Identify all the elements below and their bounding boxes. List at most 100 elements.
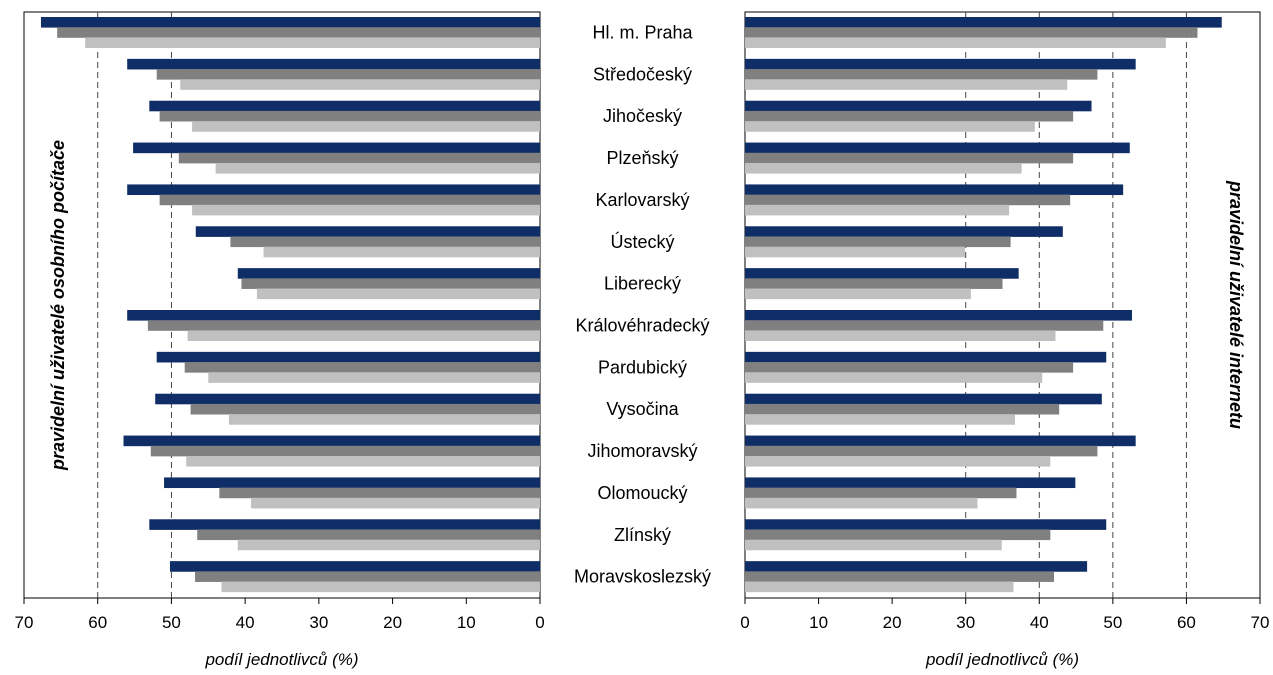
left-plot-frame [23, 11, 541, 599]
right-bar-11-0 [745, 477, 1076, 489]
left-tick-label-50: 50 [162, 613, 181, 632]
left-bar-3-2 [215, 162, 540, 174]
right-tick-label-40: 40 [1030, 613, 1049, 632]
right-bar-4-0 [745, 184, 1124, 196]
category-label-10: Jihomoravský [587, 441, 697, 461]
left-bar-5-1 [230, 236, 540, 248]
right-bar-0-1 [745, 27, 1198, 38]
left-bar-9-1 [190, 403, 540, 415]
left-tick-label-70: 70 [15, 613, 34, 632]
right-bar-7-2 [745, 330, 1056, 341]
category-label-3: Plzeňský [606, 148, 678, 168]
right-bar-4-2 [745, 204, 1010, 216]
category-label-9: Vysočina [606, 399, 679, 419]
left-bar-2-0 [149, 100, 541, 112]
left-bar-9-0 [155, 393, 540, 405]
category-label-7: Královéhradecký [575, 316, 709, 336]
left-tick-label-30: 30 [309, 613, 328, 632]
right-bar-8-0 [745, 351, 1107, 363]
right-bar-10-2 [745, 455, 1051, 467]
right-bar-11-1 [745, 487, 1017, 499]
left-bar-4-2 [192, 204, 540, 216]
right-bar-7-0 [745, 310, 1132, 321]
left-bar-10-2 [186, 455, 540, 467]
left-bar-11-1 [219, 487, 541, 499]
right-bar-1-2 [745, 79, 1068, 90]
left-bar-12-0 [149, 519, 541, 530]
right-bar-6-0 [745, 268, 1019, 279]
left-bar-0-0 [40, 17, 540, 28]
left-bar-6-0 [237, 268, 540, 279]
right-bar-2-1 [745, 110, 1074, 122]
right-bar-7-1 [745, 320, 1104, 331]
left-bar-10-1 [150, 445, 540, 457]
right-bar-1-0 [745, 58, 1136, 70]
left-bar-6-1 [241, 278, 540, 289]
right-bar-11-2 [745, 497, 978, 509]
right-bar-12-1 [745, 529, 1051, 541]
left-bar-9-2 [228, 414, 540, 425]
right-bar-5-2 [745, 246, 965, 258]
left-bar-6-2 [256, 288, 540, 300]
right-bar-8-2 [745, 372, 1043, 383]
right-axis-title: podíl jednotlivců (%) [925, 650, 1079, 669]
left-bar-11-2 [251, 497, 541, 509]
left-tick-label-60: 60 [88, 613, 107, 632]
left-bar-13-2 [221, 581, 540, 593]
left-bar-7-2 [187, 330, 540, 341]
left-bar-10-0 [123, 435, 540, 447]
left-bar-4-0 [127, 184, 540, 196]
left-bar-0-2 [85, 37, 540, 48]
left-tick-label-10: 10 [457, 613, 476, 632]
right-tick-label-30: 30 [956, 613, 975, 632]
right-bar-3-0 [745, 142, 1130, 154]
category-label-8: Pardubický [598, 357, 687, 377]
left-bar-8-0 [156, 351, 540, 363]
left-bar-3-1 [178, 152, 541, 164]
right-bar-8-1 [745, 362, 1074, 373]
left-bar-5-2 [263, 246, 540, 258]
right-bar-13-2 [745, 581, 1014, 593]
left-bar-2-1 [159, 110, 541, 122]
left-bar-12-2 [237, 539, 540, 551]
right-tick-label-70: 70 [1251, 613, 1270, 632]
right-bar-9-2 [745, 414, 1016, 425]
right-plot-frame [744, 11, 1261, 599]
category-label-5: Ústecký [610, 231, 674, 252]
right-tick-label-0: 0 [740, 613, 749, 632]
left-bar-8-1 [184, 362, 540, 373]
left-bar-11-0 [164, 477, 541, 489]
right-side-label: pravidelní uživatelé internetu [1226, 180, 1246, 429]
left-bar-8-2 [208, 372, 541, 383]
left-bar-4-1 [159, 194, 541, 206]
right-bar-6-1 [745, 278, 1003, 289]
right-bar-10-1 [745, 445, 1098, 457]
right-bar-9-1 [745, 403, 1060, 415]
category-label-11: Olomoucký [597, 483, 687, 503]
right-bar-4-1 [745, 194, 1071, 206]
right-tick-label-50: 50 [1103, 613, 1122, 632]
right-bar-12-0 [745, 519, 1107, 530]
left-bar-1-2 [180, 79, 540, 90]
left-bar-5-0 [195, 226, 541, 237]
right-bar-6-2 [745, 288, 971, 300]
left-bar-1-0 [127, 58, 540, 70]
right-bar-13-0 [745, 561, 1088, 572]
right-bar-0-2 [745, 37, 1166, 48]
left-tick-label-0: 0 [535, 613, 544, 632]
category-label-1: Středočeský [593, 64, 692, 84]
left-bar-7-0 [127, 310, 540, 321]
left-bar-3-0 [133, 142, 540, 154]
left-tick-label-40: 40 [236, 613, 255, 632]
right-bar-13-1 [745, 571, 1054, 582]
right-tick-label-20: 20 [883, 613, 902, 632]
right-tick-label-60: 60 [1177, 613, 1196, 632]
category-label-2: Jihočeský [603, 106, 682, 126]
left-bar-13-0 [169, 561, 540, 572]
right-bar-9-0 [745, 393, 1102, 405]
left-bar-13-1 [195, 571, 540, 582]
left-bar-0-1 [57, 27, 541, 38]
right-bar-3-2 [745, 162, 1022, 174]
left-bar-1-1 [156, 69, 540, 80]
